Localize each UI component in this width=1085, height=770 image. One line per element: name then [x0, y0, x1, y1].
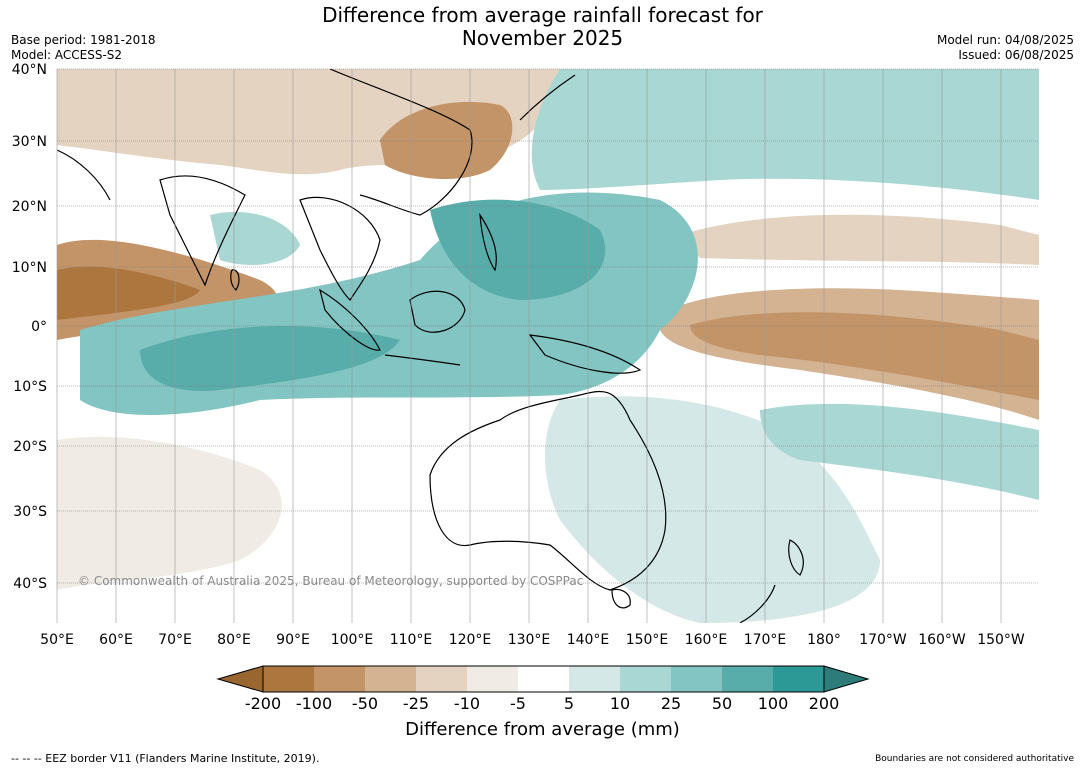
title-line-1: Difference from average rainfall forecas… — [322, 3, 763, 27]
lon-label: 150°E — [626, 632, 669, 648]
eez-border-note: -- -- -- EEZ border V11 (Flanders Marine… — [11, 752, 320, 765]
lon-label: 90°E — [276, 632, 310, 648]
lon-label: 140°E — [567, 632, 610, 648]
lon-label: 170°W — [859, 632, 907, 648]
lon-label: 60°E — [99, 632, 133, 648]
lat-label: 40°S — [13, 576, 47, 592]
model-run: Model run: 04/08/2025 — [936, 33, 1074, 47]
sumatra-outline — [319, 288, 381, 351]
issued-date: Issued: 06/08/2025 — [958, 48, 1074, 62]
graticule — [57, 68, 1039, 584]
colorbar-tick: -25 — [403, 694, 429, 713]
lon-label: 50°E — [40, 632, 74, 648]
java-outline — [384, 354, 461, 366]
anomaly-south-pacific-wet — [760, 403, 1039, 500]
colorbar-tick: 25 — [661, 694, 681, 713]
new-zealand-south-outline — [739, 584, 776, 623]
anomaly-north-pacific-dry — [680, 214, 1039, 265]
longitude-labels: 50°E 60°E 70°E 80°E 90°E 100°E 110°E 120… — [40, 632, 1025, 648]
colorbar — [216, 665, 870, 693]
colorbar-segment — [365, 666, 416, 692]
lat-label: 30°S — [13, 504, 47, 520]
anomaly-china-dry — [380, 101, 513, 180]
colorbar-segment — [518, 666, 569, 692]
lon-label: 70°E — [158, 632, 192, 648]
southeast-asia-outline — [299, 196, 381, 301]
lon-label: 150°W — [977, 632, 1025, 648]
rainfall-anomaly-field — [57, 69, 1039, 623]
colorbar-title: Difference from average (mm) — [405, 719, 680, 740]
colorbar-tick: -200 — [245, 694, 281, 713]
anomaly-pacific-core-dry — [690, 312, 1039, 400]
japan-outline — [519, 74, 576, 121]
tasmania-outline — [611, 588, 631, 609]
lat-label: 30°N — [12, 134, 47, 150]
colorbar-tick: -10 — [454, 694, 480, 713]
colorbar-segment — [314, 666, 365, 692]
colorbar-segment — [773, 666, 824, 692]
colorbar-tick: 5 — [564, 694, 574, 713]
model-name: Model: ACCESS-S2 — [11, 48, 123, 62]
borneo-outline — [409, 290, 466, 333]
colorbar-segment — [416, 666, 467, 692]
anomaly-south-indian-dry — [57, 436, 282, 590]
colorbar-tick: -50 — [352, 694, 378, 713]
lat-label: 10°N — [12, 260, 47, 276]
colorbar-segment — [569, 666, 620, 692]
lon-label: 170°E — [744, 632, 787, 648]
australia-outline — [429, 390, 667, 591]
lat-label: 10°S — [13, 379, 47, 395]
lon-label: 110°E — [390, 632, 433, 648]
latitude-labels: 40°N 30°N 20°N 10°N 0° 10°S 20°S 30°S 40… — [12, 62, 47, 592]
colorbar-segment — [263, 666, 314, 692]
sri-lanka-outline — [230, 269, 240, 291]
anomaly-bay-of-bengal-wet — [210, 211, 300, 265]
lon-label: 100°E — [331, 632, 374, 648]
lon-label: 160°E — [685, 632, 728, 648]
colorbar-tick: 10 — [610, 694, 630, 713]
anomaly-north-pacific-wet — [531, 69, 1039, 200]
lon-label: 80°E — [217, 632, 251, 648]
colorbar-frame — [262, 665, 825, 693]
copyright-notice: © Commonwealth of Australia 2025, Bureau… — [78, 574, 584, 588]
lat-label: 20°N — [12, 199, 47, 215]
colorbar-extend-low — [216, 665, 264, 693]
model-info: Base period: 1981-2018 Model: ACCESS-S2 — [11, 33, 156, 63]
colorbar-segment — [467, 666, 518, 692]
base-period: Base period: 1981-2018 — [11, 33, 156, 47]
colorbar-tick: -100 — [296, 694, 332, 713]
run-info: Model run: 04/08/2025 Issued: 06/08/2025 — [937, 33, 1074, 63]
anomaly-eastern-indian-ocean-core-wet — [140, 326, 400, 391]
colorbar-tick: -5 — [510, 694, 526, 713]
meridians — [56, 69, 1002, 623]
lon-label: 180° — [807, 632, 841, 648]
map-title: Difference from average rainfall forecas… — [0, 4, 1085, 50]
colorbar-extend-high — [823, 665, 870, 693]
title-line-2: November 2025 — [461, 26, 624, 50]
colorbar-tick: 100 — [758, 694, 789, 713]
colorbar-tick: 200 — [809, 694, 840, 713]
coastlines — [57, 69, 804, 623]
lon-label: 120°E — [449, 632, 492, 648]
lat-label: 40°N — [12, 62, 47, 78]
new-guinea-outline — [528, 334, 642, 374]
philippines-outline — [479, 212, 497, 272]
colorbar-segment — [671, 666, 722, 692]
arabia-coast-outline — [57, 149, 111, 201]
lat-label: 20°S — [13, 439, 47, 455]
india-outline — [159, 175, 246, 287]
colorbar-segment — [620, 666, 671, 692]
colorbar-tick: 50 — [712, 694, 732, 713]
anomaly-philippines-core-wet — [430, 199, 606, 300]
colorbar-segment — [722, 666, 773, 692]
anomaly-indian-ocean-core-dry — [57, 266, 200, 320]
lat-label: 0° — [31, 319, 47, 335]
new-zealand-north-outline — [788, 539, 804, 576]
lon-label: 160°W — [918, 632, 966, 648]
boundaries-disclaimer: Boundaries are not considered authoritat… — [875, 754, 1074, 764]
lon-label: 130°E — [508, 632, 551, 648]
colorbar-ticks: -200 -100 -50 -25 -10 -5 5 10 25 50 100 … — [245, 694, 839, 713]
